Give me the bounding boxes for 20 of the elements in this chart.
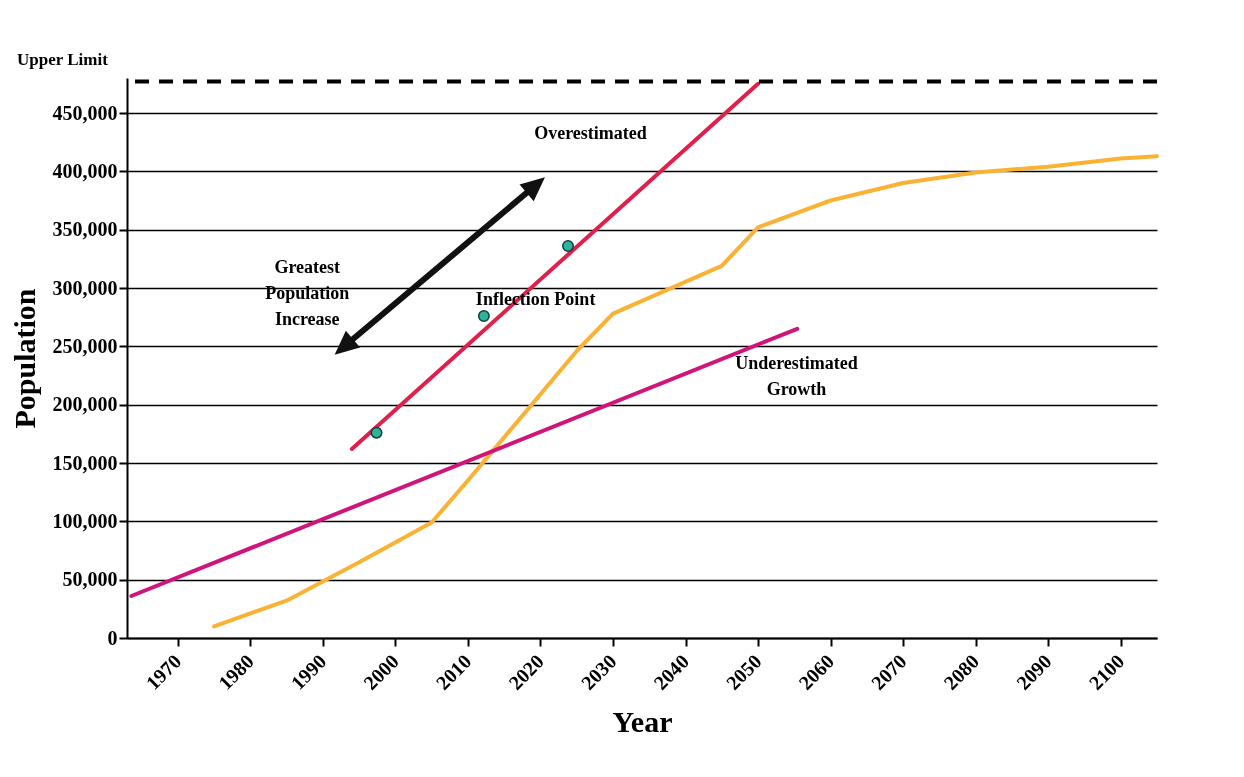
y-tick-label: 250,000	[52, 334, 118, 357]
y-tick-label: 50,000	[62, 568, 118, 591]
point	[562, 240, 575, 252]
y-tick-label: 450,000	[52, 101, 118, 124]
y-tick-label: 150,000	[52, 451, 118, 474]
y-tick-label: 400,000	[52, 159, 118, 182]
x-axis-title: Year	[612, 704, 673, 738]
y-tick-label: 200,000	[52, 393, 118, 416]
ref-line-label: Upper Limit	[17, 49, 109, 69]
y-tick-label: 350,000	[52, 218, 118, 241]
annotation: Overestimated	[534, 123, 647, 143]
line-series	[212, 154, 1159, 629]
y-tick-label: 0	[107, 626, 118, 649]
annotation: Greatest Population Increase	[265, 257, 350, 330]
point	[477, 310, 490, 322]
point	[370, 426, 383, 439]
y-axis-title: Population	[7, 288, 41, 429]
y-tick-label: 100,000	[52, 509, 118, 532]
y-tick-label: 300,000	[52, 276, 118, 299]
annotation: Underestimated Growth	[735, 352, 858, 399]
